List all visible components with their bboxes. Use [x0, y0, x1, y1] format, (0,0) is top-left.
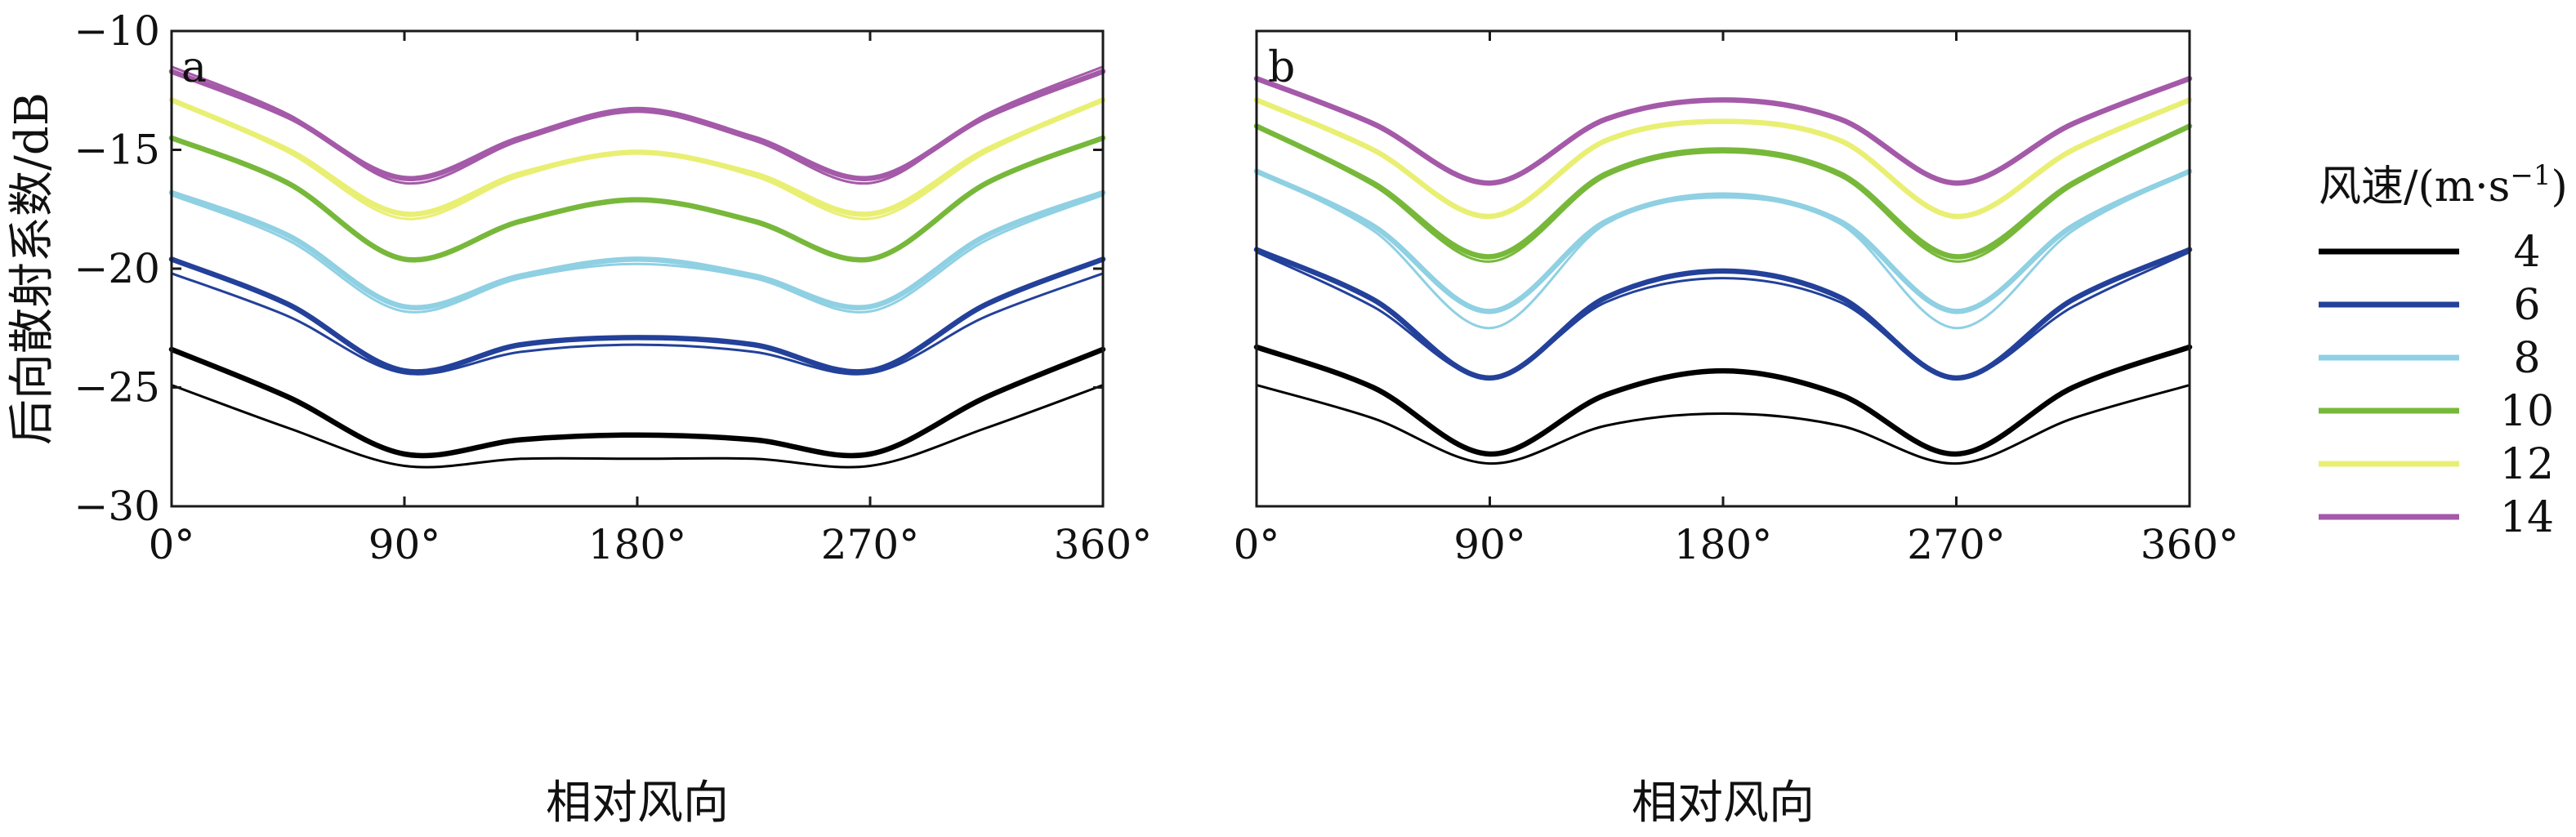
panel-a-x-tick-label: 0° [149, 521, 195, 568]
panel-a-series-14-thick [168, 69, 1106, 181]
panel-a-ticks: 0° 90° 180° 270° 360° −30 −25 −20 −15 −10 [74, 7, 1152, 568]
legend-title-superscript: −1 [2510, 159, 2551, 192]
panel-a-series-12-thick [168, 97, 1106, 217]
legend-label-14: 14 [2500, 493, 2554, 542]
panel-b-series-14-thick [1253, 75, 2193, 186]
panel-a-y-tick-label: −25 [74, 364, 160, 412]
panel-b: 0° 90° 180° 270° 360° b 相对风向 [1234, 29, 2239, 830]
panel-b-frame [1255, 29, 2191, 508]
panel-b-curves [1253, 75, 2193, 465]
panel-a-y-tick-label: −20 [74, 245, 160, 292]
panel-b-series-4-thick [1253, 344, 2193, 457]
panel-b-x-tick-label: 360° [2141, 521, 2239, 568]
panel-a-series-10-thick [168, 135, 1106, 263]
panel-a-y-axis-title: 后向散射系数/dB [6, 92, 59, 445]
panel-b-series-6-thick [1253, 247, 2193, 381]
legend-label-8: 8 [2513, 334, 2540, 383]
legend-label-6: 6 [2513, 281, 2540, 330]
legend-title-text: 风速/(m·s [2319, 163, 2510, 211]
panel-b-x-tick-label: 270° [1907, 521, 2005, 568]
legend-title: 风速/(m·s−1) [2319, 159, 2568, 211]
panel-b-x-axis-title: 相对风向 [1632, 777, 1815, 830]
panel-a-frame [170, 29, 1105, 508]
panel-a-curves [168, 65, 1106, 469]
legend-label-10: 10 [2500, 387, 2554, 436]
panel-b-series-10-thick [1253, 123, 2193, 260]
panel-b-x-tick-label: 0° [1234, 521, 1280, 568]
panel-b-ticks: 0° 90° 180° 270° 360° [1234, 31, 2239, 568]
panel-a-series-8-thin [170, 194, 1105, 314]
panel-b-series-4-thin [1255, 384, 2191, 465]
panel-a-y-tick-label: −30 [74, 483, 160, 530]
panel-a-series-6-thin [170, 272, 1105, 376]
legend-title-close: ) [2551, 163, 2567, 211]
legend-label-4: 4 [2513, 228, 2540, 277]
panel-b-label: b [1268, 43, 1295, 92]
panel-a-x-tick-label: 360° [1054, 521, 1152, 568]
panel-a-y-tick-label: −10 [74, 7, 160, 55]
panel-a-x-axis-title: 相对风向 [546, 777, 729, 830]
panel-a-label: a [181, 43, 207, 92]
panel-a-x-tick-label: 180° [588, 521, 686, 568]
panel-a-x-tick-label: 90° [368, 521, 441, 568]
panel-b-x-tick-label: 90° [1453, 521, 1526, 568]
panel-b-series-6-thin [1255, 251, 2191, 380]
panel-b-series-8-thick [1253, 168, 2193, 314]
panel-a-y-tick-label: −15 [74, 127, 160, 174]
panel-a-series-4-thin [170, 384, 1105, 469]
panel-a-series-8-thick [168, 189, 1106, 310]
panel-b-series-12-thick [1253, 97, 2193, 220]
panel-b-x-tick-label: 180° [1674, 521, 1772, 568]
legend-label-12: 12 [2500, 440, 2554, 489]
panel-a-series-6-thick [168, 256, 1106, 375]
panel-a-x-tick-label: 270° [821, 521, 919, 568]
panel-a: 0° 90° 180° 270° 360°−30−25−20−15−10 a 相对风向 … [6, 7, 1152, 830]
panel-a-series-4-thick [168, 346, 1106, 459]
